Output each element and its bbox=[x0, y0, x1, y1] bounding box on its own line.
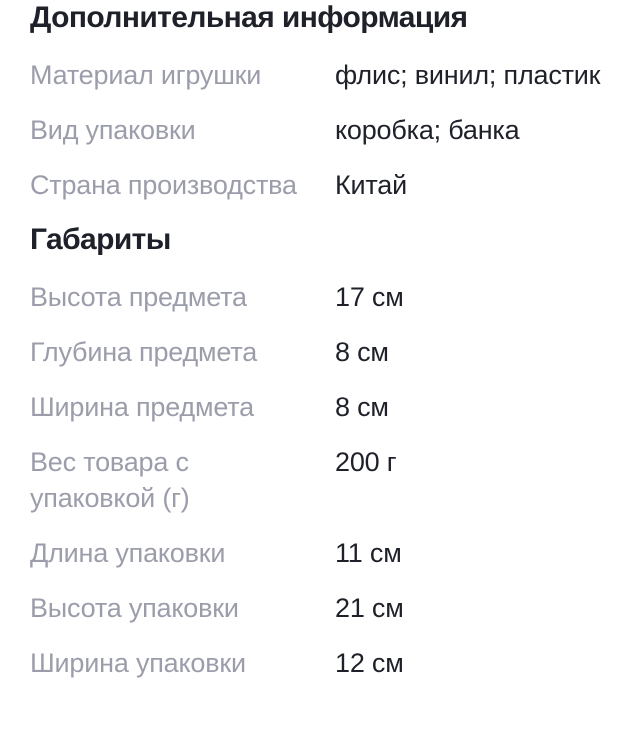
spec-value: 21 см bbox=[335, 593, 404, 623]
spec-rows: Материал игрушки флис; винил; пластик Ви… bbox=[30, 57, 632, 203]
spec-label: Вид упаковки bbox=[30, 115, 196, 145]
spec-value: 8 см bbox=[335, 337, 389, 367]
spec-label: Ширина упаковки bbox=[30, 648, 246, 678]
spec-row: Материал игрушки флис; винил; пластик bbox=[30, 57, 632, 93]
spec-label: Вес товара с упаковкой (г) bbox=[30, 447, 190, 513]
spec-label: Высота упаковки bbox=[30, 593, 239, 623]
spec-row: Страна производства Китай bbox=[30, 167, 632, 203]
spec-sections: Дополнительная информация Материал игруш… bbox=[30, 0, 632, 681]
spec-row: Длина упаковки 11 см bbox=[30, 535, 632, 571]
spec-row: Высота упаковки 21 см bbox=[30, 590, 632, 626]
spec-label: Ширина предмета bbox=[30, 392, 254, 422]
spec-label: Страна производства bbox=[30, 170, 297, 200]
spec-value: 8 см bbox=[335, 392, 389, 422]
spec-value: 17 см bbox=[335, 282, 404, 312]
spec-row: Вид упаковки коробка; банка bbox=[30, 112, 632, 148]
spec-row: Ширина предмета 8 см bbox=[30, 389, 632, 425]
spec-row: Высота предмета 17 см bbox=[30, 279, 632, 315]
product-specs-page: Дополнительная информация Материал игруш… bbox=[30, 0, 632, 681]
spec-row: Вес товара с упаковкой (г) 200 г bbox=[30, 444, 632, 516]
spec-value: коробка; банка bbox=[335, 115, 520, 145]
spec-value: 12 см bbox=[335, 648, 404, 678]
spec-rows: Высота предмета 17 см Глубина предмета 8… bbox=[30, 279, 632, 681]
spec-label: Длина упаковки bbox=[30, 538, 226, 568]
section-title-0: Дополнительная информация bbox=[30, 1, 468, 34]
spec-row: Глубина предмета 8 см bbox=[30, 334, 632, 370]
spec-value: Китай bbox=[335, 170, 407, 200]
section-title-1: Габариты bbox=[30, 223, 171, 256]
spec-label: Высота предмета bbox=[30, 282, 247, 312]
spec-section: Дополнительная информация Материал игруш… bbox=[30, 0, 632, 203]
spec-value: 200 г bbox=[335, 447, 397, 477]
spec-row: Ширина упаковки 12 см bbox=[30, 645, 632, 681]
spec-value: флис; винил; пластик bbox=[335, 60, 601, 90]
spec-section: Габариты Высота предмета 17 см Глубина п… bbox=[30, 222, 632, 681]
spec-value: 11 см bbox=[335, 538, 402, 568]
spec-label: Глубина предмета bbox=[30, 337, 258, 367]
spec-label: Материал игрушки bbox=[30, 60, 262, 90]
